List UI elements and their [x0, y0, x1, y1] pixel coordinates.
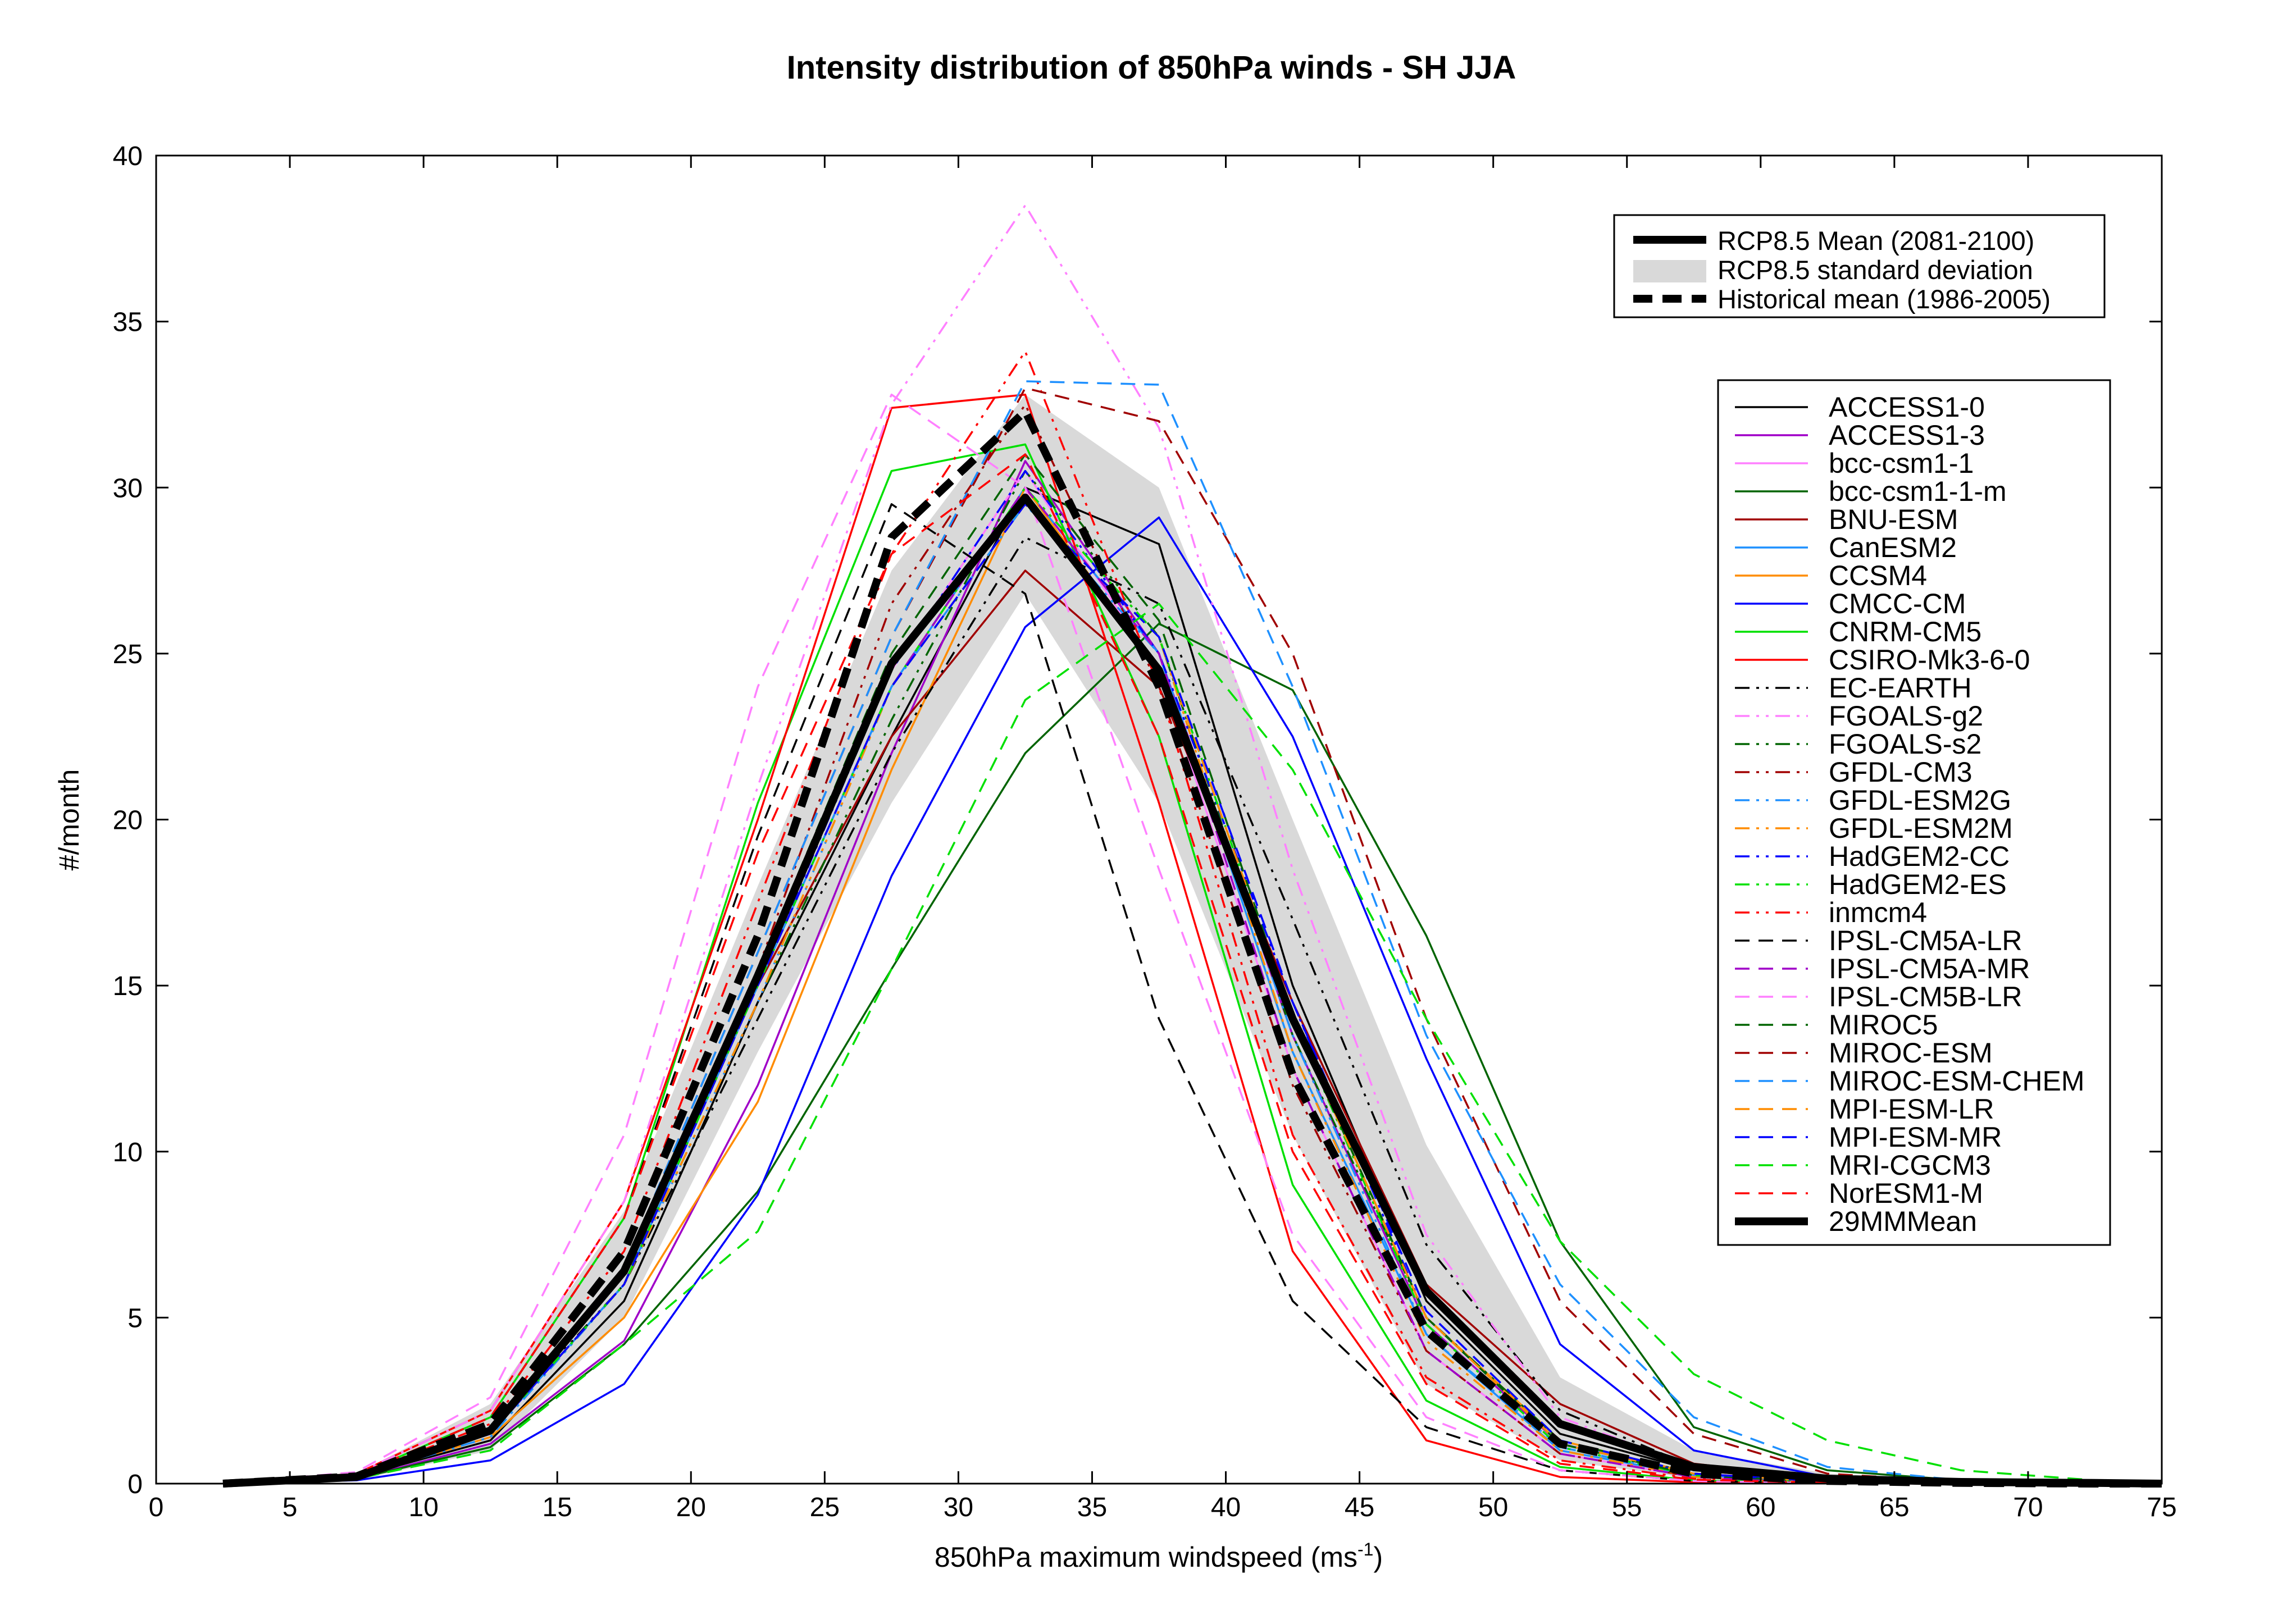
legend-label-noresm1-m: NorESM1-M — [1829, 1178, 1983, 1209]
x-axis-ticks: 0 5 10 15 20 25 30 35 40 45 50 55 60 65 70 75 — [149, 156, 2177, 1522]
legend-label-miroc5: MIROC5 — [1829, 1009, 1938, 1041]
legend-label-access1-3: ACCESS1-3 — [1829, 419, 1985, 451]
legend-label-ipsl-cm5a-mr: IPSL-CM5A-MR — [1829, 953, 2030, 984]
x-tick-label: 55 — [1612, 1493, 1642, 1522]
legend-label-access1-0: ACCESS1-0 — [1829, 391, 1985, 423]
x-tick-label: 50 — [1478, 1493, 1508, 1522]
legend-label-bnu-esm: BNU-ESM — [1829, 504, 1958, 535]
legend-label-fgoals-g2: FGOALS-g2 — [1829, 700, 1983, 732]
legend-label-ipsl-cm5b-lr: IPSL-CM5B-LR — [1829, 981, 2022, 1012]
legend-label-fgoals-s2: FGOALS-s2 — [1829, 728, 1981, 760]
y-tick-label: 40 — [113, 142, 143, 171]
x-axis-label-sup: -1 — [1357, 1539, 1373, 1559]
legend-label-rcp85-std: RCP8.5 standard deviation — [1718, 255, 2033, 285]
legend-models: ACCESS1-0ACCESS1-3bcc-csm1-1bcc-csm1-1-m… — [1717, 379, 2111, 1246]
series-line-mpi-esm-lr — [222, 503, 2162, 1485]
y-tick-label: 15 — [113, 971, 143, 1001]
x-tick-label: 45 — [1345, 1493, 1374, 1522]
x-tick-label: 20 — [676, 1493, 706, 1522]
chart-title: Intensity distribution of 850hPa winds -… — [787, 49, 1516, 86]
series-line-mri-cgcm3 — [222, 603, 2162, 1485]
x-tick-label: 35 — [1077, 1493, 1107, 1522]
x-tick-label: 15 — [543, 1493, 572, 1522]
legend-swatch-rcp85-std — [1633, 260, 1706, 282]
legend-label-gfdl-cm3: GFDL-CM3 — [1829, 756, 1972, 788]
std-band-layer — [223, 394, 2162, 1484]
y-tick-label: 5 — [127, 1303, 143, 1333]
legend-label-gfdl-esm2m: GFDL-ESM2M — [1829, 813, 2013, 844]
x-tick-label: 40 — [1211, 1493, 1241, 1522]
legend-label-csiro-mk3-6-0: CSIRO-Mk3-6-0 — [1829, 644, 2030, 676]
legend-label-ccsm4: CCSM4 — [1829, 560, 1927, 591]
legend-label-canesm2: CanESM2 — [1829, 532, 1957, 563]
legend-label-miroc-esm-chem: MIROC-ESM-CHEM — [1829, 1065, 2085, 1097]
rcp85-std-band — [223, 394, 2162, 1484]
x-tick-label: 5 — [283, 1493, 298, 1522]
y-tick-label: 30 — [113, 473, 143, 503]
x-axis-label: 850hPa maximum windspeed (ms-1) — [935, 1539, 1383, 1573]
y-tick-label: 35 — [113, 308, 143, 337]
legend-label-gfdl-esm2g: GFDL-ESM2G — [1829, 784, 2011, 816]
legend-label-bcc-csm1-1-m: bcc-csm1-1-m — [1829, 476, 2007, 507]
legend-label-inmcm4: inmcm4 — [1829, 897, 1927, 928]
legend-label-mri-cgcm3: MRI-CGCM3 — [1829, 1149, 1991, 1181]
x-tick-label: 30 — [944, 1493, 973, 1522]
legend-label-miroc-esm: MIROC-ESM — [1829, 1037, 1993, 1069]
x-axis-label-end: ) — [1373, 1541, 1383, 1573]
legend-label-hadgem2-es: HadGEM2-ES — [1829, 869, 2007, 900]
legend-label-29mmmean: 29MMMean — [1829, 1206, 1977, 1237]
legend-label-cnrm-cm5: CNRM-CM5 — [1829, 616, 1981, 647]
series-line-fgoals-g2 — [222, 204, 2162, 1485]
x-axis-label-main: 850hPa maximum windspeed (ms — [935, 1541, 1357, 1573]
legend-label-ec-earth: EC-EARTH — [1829, 672, 1972, 704]
x-tick-label: 10 — [408, 1493, 438, 1522]
y-axis-label: #/month — [53, 769, 85, 871]
y-tick-label: 20 — [113, 806, 143, 836]
y-tick-label: 25 — [113, 640, 143, 669]
legend-label-mpi-esm-lr: MPI-ESM-LR — [1829, 1093, 1994, 1125]
x-tick-label: 65 — [1879, 1493, 1909, 1522]
y-tick-label: 0 — [127, 1470, 143, 1499]
y-axis-ticks: 0 5 10 15 20 25 30 35 40 — [113, 142, 2162, 1499]
legend-models-box — [1717, 379, 2111, 1246]
legend-scenarios: RCP8.5 Mean (2081-2100) RCP8.5 standard … — [1613, 214, 2106, 318]
y-tick-label: 10 — [113, 1138, 143, 1167]
legend-label-mpi-esm-mr: MPI-ESM-MR — [1829, 1121, 2002, 1153]
x-tick-label: 75 — [2147, 1493, 2176, 1522]
plot-area: 0 5 10 15 20 25 30 35 40 45 50 55 60 65 70 75 0 5 10 15 20 2… — [113, 142, 2177, 1522]
legend-label-ipsl-cm5a-lr: IPSL-CM5A-LR — [1829, 925, 2022, 956]
x-tick-label: 70 — [2013, 1493, 2043, 1522]
legend-label-cmcc-cm: CMCC-CM — [1829, 588, 1966, 619]
series-line-ec-earth — [222, 536, 2162, 1485]
x-tick-label: 60 — [1746, 1493, 1775, 1522]
x-tick-label: 0 — [149, 1493, 164, 1522]
legend-label-historical: Historical mean (1986-2005) — [1718, 284, 2051, 314]
legend-label-bcc-csm1-1: bcc-csm1-1 — [1829, 448, 1974, 479]
legend-label-rcp85-mean: RCP8.5 Mean (2081-2100) — [1718, 226, 2034, 256]
legend-label-hadgem2-cc: HadGEM2-CC — [1829, 841, 2010, 872]
x-tick-label: 25 — [810, 1493, 840, 1522]
